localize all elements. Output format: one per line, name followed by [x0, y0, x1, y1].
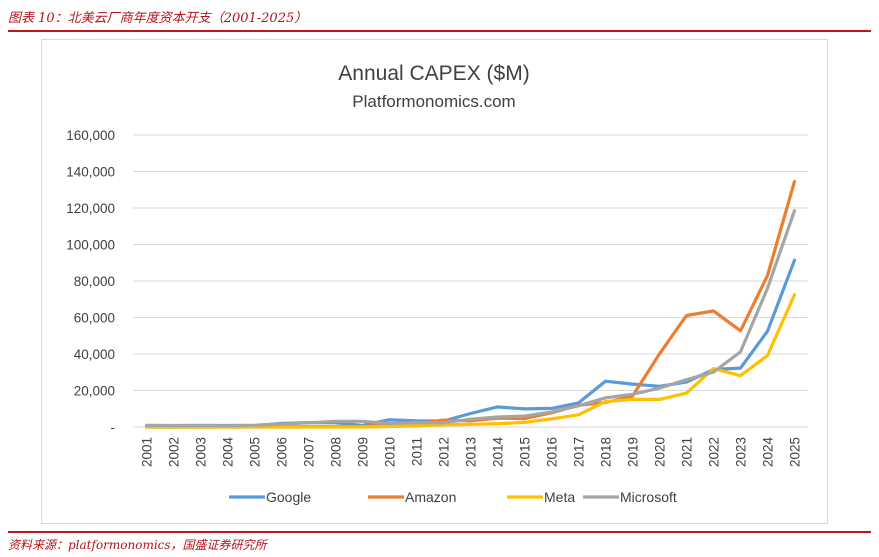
x-tick-label: 2003 [194, 437, 209, 467]
x-tick-label: 2007 [302, 437, 317, 467]
y-tick-label: 20,000 [74, 384, 115, 399]
x-tick-label: 2020 [653, 437, 668, 467]
capex-line-chart: Annual CAPEX ($M) Platformonomics.com - 2… [66, 62, 808, 505]
x-tick-label: 2013 [464, 437, 479, 467]
y-tick-label: 140,000 [66, 165, 115, 180]
x-tick-label: 2010 [383, 437, 398, 467]
x-tick-label: 2001 [140, 437, 155, 467]
y-tick-label: 40,000 [74, 347, 115, 362]
x-tick-label: 2019 [626, 437, 641, 467]
series-lines [144, 179, 797, 429]
series-line-google [144, 258, 797, 429]
chart-subtitle: Platformonomics.com [352, 92, 515, 111]
x-tick-label: 2014 [491, 437, 506, 468]
x-tick-label: 2004 [221, 437, 236, 468]
y-tick-label: 160,000 [66, 128, 115, 143]
x-tick-label: 2017 [572, 437, 587, 467]
chart-title: Annual CAPEX ($M) [338, 62, 529, 85]
x-tick-label: 2021 [680, 437, 695, 467]
legend-label-microsoft: Microsoft [620, 489, 677, 505]
x-tick-label: 2009 [356, 437, 371, 467]
legend-label-amazon: Amazon [405, 489, 456, 505]
x-tick-label: 2022 [707, 437, 722, 467]
series-line-microsoft [144, 209, 797, 428]
figure-title: 图表 10：北美云厂商年度资本开支（2001-2025） [8, 11, 308, 26]
series-line-meta [144, 293, 797, 429]
x-tick-label: 2024 [761, 437, 776, 468]
y-tick-label: - [111, 420, 116, 435]
x-tick-label: 2008 [329, 437, 344, 467]
x-axis-tick-labels: 2001 2002 2003 2004 2005 2006 2007 2008 2009 2010… [140, 437, 803, 468]
x-tick-label: 2012 [437, 437, 452, 467]
gridlines [133, 134, 808, 428]
top-rule [8, 30, 871, 32]
x-tick-label: 2006 [275, 437, 290, 467]
bottom-rule [8, 531, 871, 533]
legend-label-google: Google [266, 489, 311, 505]
chart-container: Annual CAPEX ($M) Platformonomics.com - 2… [41, 39, 828, 524]
y-tick-label: 80,000 [74, 274, 115, 289]
y-tick-label: 120,000 [66, 201, 115, 216]
x-tick-label: 2002 [167, 437, 182, 467]
x-tick-label: 2015 [518, 437, 533, 467]
x-tick-label: 2018 [599, 437, 614, 467]
source-note: 资料来源：platformonomics，国盛证券研究所 [8, 538, 267, 552]
legend: Google Amazon Meta Microsoft [229, 489, 677, 505]
y-tick-label: 60,000 [74, 311, 115, 326]
y-tick-label: 100,000 [66, 238, 115, 253]
x-tick-label: 2005 [248, 437, 263, 467]
x-tick-label: 2025 [788, 437, 803, 467]
x-tick-label: 2016 [545, 437, 560, 467]
x-tick-label: 2023 [734, 437, 749, 467]
legend-label-meta: Meta [544, 489, 575, 505]
x-tick-label: 2011 [410, 437, 425, 466]
y-axis-tick-labels: - 20,000 40,000 60,000 80,000 100,000 120,000 1… [66, 128, 115, 435]
